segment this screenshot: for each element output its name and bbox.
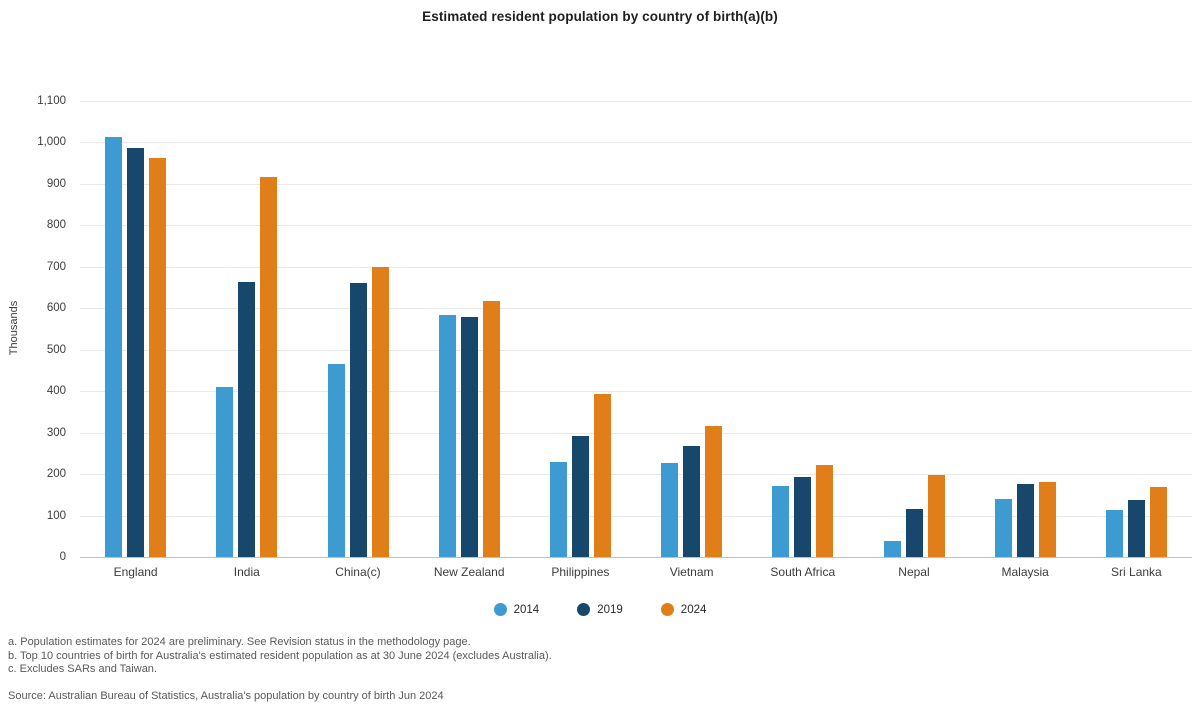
bar-malaysia-2014 xyxy=(994,499,1012,557)
bar-china-c--2019 xyxy=(349,283,367,557)
bar-new-zealand-2019 xyxy=(460,316,478,557)
gridline-300 xyxy=(80,432,1192,434)
bar-india-2024 xyxy=(260,177,278,557)
legend-label: 2014 xyxy=(513,603,540,616)
y-tick-0: 0 xyxy=(59,551,66,563)
x-label-india: India xyxy=(233,565,260,579)
bar-malaysia-2024 xyxy=(1038,481,1056,557)
y-tick-900: 900 xyxy=(46,177,66,190)
bar-nepal-2014 xyxy=(883,541,901,557)
y-tick-400: 400 xyxy=(46,385,66,398)
y-tick-800: 800 xyxy=(46,219,66,232)
bar-india-2019 xyxy=(238,282,256,557)
x-label-south-africa: South Africa xyxy=(770,565,836,579)
bar-china-c--2014 xyxy=(327,364,345,557)
gridline-700 xyxy=(80,266,1192,268)
chart-legend: 2014 2019 2024 xyxy=(0,603,1200,616)
x-label-vietnam: Vietnam xyxy=(669,565,714,579)
bar-england-2014 xyxy=(105,137,123,557)
bar-south-africa-2014 xyxy=(772,485,790,557)
x-label-malaysia: Malaysia xyxy=(1001,565,1049,579)
y-tick-200: 200 xyxy=(46,468,66,481)
legend-swatch-icon xyxy=(577,603,591,616)
chart-title: Estimated resident population by country… xyxy=(422,9,778,24)
gridline-600 xyxy=(80,308,1192,310)
footnote-a: a. Population estimates for 2024 are pre… xyxy=(8,636,471,648)
gridline-1000 xyxy=(80,142,1192,144)
gridline-800 xyxy=(80,225,1192,227)
bar-sri-lanka-2014 xyxy=(1105,509,1123,557)
x-label-england: England xyxy=(113,565,158,579)
footnote-c: c. Excludes SARs and Taiwan. xyxy=(8,663,157,675)
legend-item-2014: 2014 xyxy=(493,603,540,616)
bar-philippines-2024 xyxy=(593,393,611,557)
legend-item-2024: 2024 xyxy=(660,603,707,616)
bar-nepal-2024 xyxy=(927,475,945,557)
y-tick-100: 100 xyxy=(46,509,66,522)
bar-malaysia-2019 xyxy=(1016,483,1034,557)
bar-china-c--2024 xyxy=(371,266,389,557)
legend-label: 2024 xyxy=(680,603,707,616)
bar-south-africa-2024 xyxy=(816,464,834,557)
bar-south-africa-2019 xyxy=(794,477,812,557)
footnote-b: b. Top 10 countries of birth for Austral… xyxy=(8,649,552,662)
y-tick-300: 300 xyxy=(46,426,66,439)
source-attribution: Source: Australian Bureau of Statistics,… xyxy=(8,690,444,702)
bar-vietnam-2024 xyxy=(705,425,723,557)
bar-new-zealand-2024 xyxy=(482,301,500,557)
bar-england-2024 xyxy=(149,158,167,557)
gridline-1100 xyxy=(80,101,1192,102)
y-tick-700: 700 xyxy=(46,260,66,273)
gridline-200 xyxy=(80,474,1192,476)
y-tick-600: 600 xyxy=(46,302,66,315)
x-label-new-zealand: New Zealand xyxy=(433,565,505,579)
bar-india-2014 xyxy=(216,387,234,557)
bar-england-2019 xyxy=(127,147,145,557)
bar-philippines-2014 xyxy=(549,462,567,557)
bar-philippines-2019 xyxy=(571,435,589,557)
bar-sri-lanka-2019 xyxy=(1127,500,1145,557)
bar-nepal-2019 xyxy=(905,508,923,557)
y-tick-1000: 1,000 xyxy=(37,136,66,149)
x-label-philippines: Philippines xyxy=(551,565,610,579)
gridline-900 xyxy=(80,183,1192,185)
legend-swatch-icon xyxy=(660,603,674,616)
plot-area xyxy=(80,101,1192,557)
x-axis-line xyxy=(80,557,1192,558)
y-tick-500: 500 xyxy=(46,343,66,356)
gridline-400 xyxy=(80,391,1192,393)
y-tick-1100: 1,100 xyxy=(37,95,66,107)
y-axis-title: Thousands xyxy=(8,300,20,356)
gridline-100 xyxy=(80,515,1192,517)
footnotes: a. Population estimates for 2024 are pre… xyxy=(8,636,552,677)
bar-vietnam-2019 xyxy=(683,446,701,557)
x-label-nepal: Nepal xyxy=(898,565,930,579)
legend-label: 2019 xyxy=(597,603,623,616)
x-label-china-c-: China(c) xyxy=(335,565,381,579)
legend-item-2019: 2019 xyxy=(577,603,623,616)
gridline-500 xyxy=(80,349,1192,351)
legend-swatch-icon xyxy=(493,603,507,616)
bar-vietnam-2014 xyxy=(661,463,679,557)
x-label-sri-lanka: Sri Lanka xyxy=(1111,565,1162,579)
bar-sri-lanka-2024 xyxy=(1149,486,1167,557)
bar-new-zealand-2014 xyxy=(438,315,456,557)
